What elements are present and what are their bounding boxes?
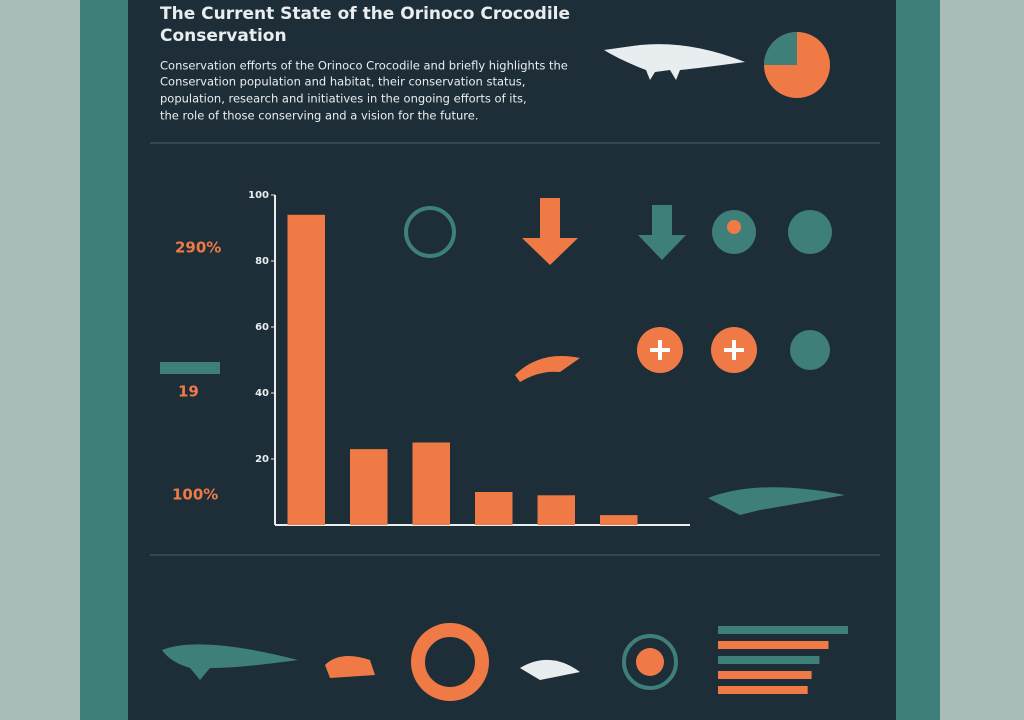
turtle-icon [520,659,580,680]
stat-value: 19 [178,383,199,401]
y-tick-label: 60 [255,322,269,333]
globe-icon [404,206,456,258]
bar [287,214,325,526]
plus-icon-mark [650,340,670,360]
bar [718,686,808,694]
stat-value: 100% [172,486,218,504]
donut-icon [411,623,489,701]
y-tick-label: 40 [255,388,269,399]
bar [412,442,450,525]
badge-icon-core [636,648,664,676]
link-icon [788,210,832,254]
person-icon-head [727,220,741,234]
body-line: population, research and initiatives in … [160,92,527,106]
y-tick-label: 20 [255,454,269,465]
animal-icon [325,656,375,678]
bar [475,492,513,525]
bar [350,449,388,525]
title-line: Conservation [160,26,287,46]
crocodile-icon [604,44,745,80]
y-tick-label: 100 [248,190,269,201]
stat-bar [160,362,220,374]
crocodile-icon [162,644,298,680]
bar [718,641,829,649]
title-line: The Current State of the Orinoco Crocodi… [160,4,570,24]
arrow-icon [638,205,686,260]
panel [128,0,896,720]
bar [718,671,812,679]
bar [718,656,820,664]
plus-icon-mark [724,340,744,360]
animal-icon [515,356,580,382]
bar [718,626,848,634]
body-line: Conservation efforts of the Orinoco Croc… [160,59,568,73]
bar [537,495,575,525]
person-icon [790,330,830,370]
stat-value: 290% [175,239,221,257]
y-tick-label: 80 [255,256,269,267]
pie-icon-slice [764,32,797,65]
body-line: the role of those conserving and a visio… [160,109,478,123]
bar [600,515,638,525]
body-line: Conservation population and habitat, the… [160,75,525,89]
arrow-icon [522,198,578,265]
crocodile-icon [708,487,845,515]
